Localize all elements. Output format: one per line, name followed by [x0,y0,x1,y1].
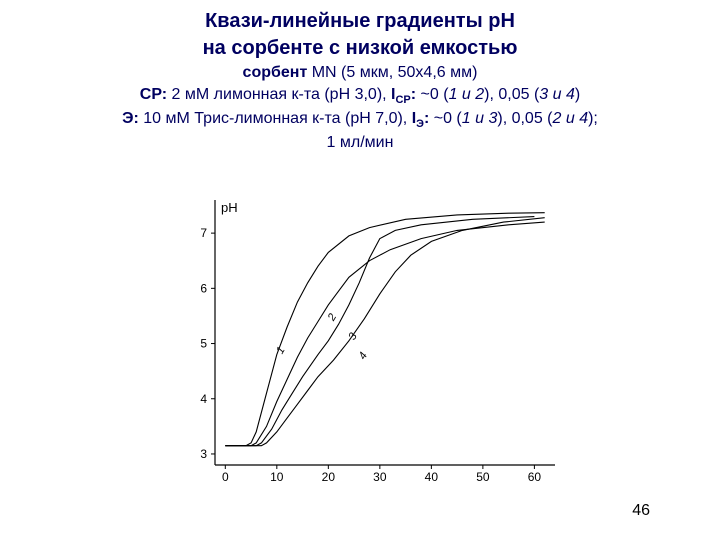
svg-text:4: 4 [357,350,370,361]
e-body3: ), 0,05 ( [497,110,552,127]
svg-text:20: 20 [322,470,336,484]
chart-svg: 34567pH01020304050601234 [170,190,570,500]
svg-text:50: 50 [476,470,490,484]
cp-it1: 1 и 2 [449,86,485,103]
subtitle: сорбент MN (5 мкм, 50x4,6 мм) [0,62,720,84]
cp-body1: 2 мМ лимонная к-та (рН 3,0), [167,86,391,103]
ph-gradient-chart: 34567pH01020304050601234 [170,190,570,500]
e-lead: Э: [122,110,139,127]
cp-body3: ), 0,05 ( [484,86,539,103]
title-line-2: на сорбенте с низкой емкостью [0,35,720,62]
param-cp: СР: 2 мМ лимонная к-та (рН 3,0), IСР: ~0… [0,84,720,108]
svg-text:6: 6 [200,281,207,295]
cp-body2: ~0 ( [416,86,448,103]
ie-sub: Э [416,118,424,130]
svg-text:0: 0 [222,470,229,484]
sorbent-value: MN (5 мкм, 50x4,6 мм) [307,64,477,81]
e-it1: 1 и 3 [462,110,498,127]
svg-text:3: 3 [346,330,360,342]
cp-body4: ) [575,86,580,103]
cp-lead: СР: [140,86,167,103]
svg-text:40: 40 [425,470,439,484]
svg-text:pH: pH [221,200,238,215]
svg-text:2: 2 [325,312,339,324]
svg-text:5: 5 [200,337,207,351]
sorbent-label: сорбент [243,64,308,81]
e-it2: 2 и 4 [553,110,589,127]
svg-text:3: 3 [200,447,207,461]
svg-text:7: 7 [200,226,207,240]
svg-text:4: 4 [200,392,207,406]
param-e: Э: 10 мМ Трис-лимонная к-та (рН 7,0), IЭ… [0,108,720,132]
title-line-1: Квази-линейные градиенты pH [0,8,720,35]
svg-text:30: 30 [373,470,387,484]
param-flow: 1 мл/мин [0,132,720,154]
e-body1: 10 мМ Трис-лимонная к-та (рН 7,0), [139,110,412,127]
e-body4: ); [588,110,598,127]
icp-sub: СР [395,94,410,106]
svg-text:10: 10 [270,470,284,484]
page-number: 46 [632,502,650,520]
header-block: Квази-линейные градиенты pH на сорбенте … [0,0,720,153]
svg-text:60: 60 [528,470,542,484]
cp-it2: 3 и 4 [539,86,575,103]
e-body2: ~0 ( [429,110,461,127]
svg-text:1: 1 [274,345,287,356]
